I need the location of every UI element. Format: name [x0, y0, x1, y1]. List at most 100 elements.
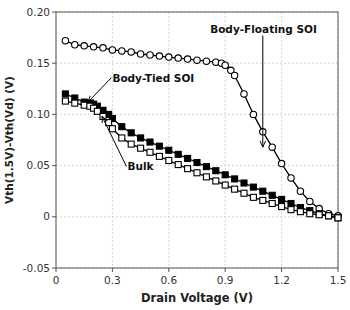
square-marker [335, 215, 341, 221]
annotation-text: Bulk [127, 160, 154, 172]
series-line [65, 94, 338, 218]
circle-marker [81, 43, 87, 49]
square-marker [232, 176, 238, 182]
x-tick-label: 0.3 [104, 274, 121, 286]
annotation-arrow [102, 116, 126, 166]
x-tick [338, 268, 339, 272]
circle-marker [175, 55, 181, 61]
annotations: Body-Floating SOI Body-Tied SOI Bulk [88, 23, 317, 173]
y-tick-label: -0.05 [23, 262, 50, 274]
y-tick [52, 12, 56, 13]
markers [62, 37, 341, 220]
circle-marker [62, 37, 68, 43]
square-marker [185, 155, 191, 161]
square-marker [185, 166, 191, 172]
square-marker [269, 192, 275, 198]
square-marker [156, 143, 162, 149]
x-grid-line [168, 12, 169, 268]
y-tick-label: 0.05 [27, 159, 50, 171]
x-tick-label: 0 [53, 274, 60, 286]
circle-marker [109, 47, 115, 53]
x-tick-label: 1.2 [273, 274, 290, 286]
square-marker [72, 100, 78, 106]
circle-marker [222, 62, 228, 68]
x-tick [112, 268, 113, 272]
annotation-text: Body-Floating SOI [210, 23, 317, 35]
square-marker [213, 178, 219, 184]
axes: 00.30.60.91.21.5-0.0500.050.100.150.20 [23, 6, 347, 287]
y-axis-label: Vth(1.5V)-Vth(Vd) (V) [3, 76, 15, 204]
square-marker [316, 212, 322, 218]
circle-marker [166, 54, 172, 60]
circle-marker [241, 91, 247, 97]
square-marker [166, 157, 172, 163]
square-marker [138, 145, 144, 151]
square-marker [260, 188, 266, 194]
square-marker [156, 153, 162, 159]
y-tick-label: 0 [43, 210, 50, 222]
circle-marker [288, 175, 294, 181]
square-marker [288, 207, 294, 213]
y-tick [52, 114, 56, 115]
circle-marker [90, 44, 96, 50]
circle-marker [156, 53, 162, 59]
series-line [65, 41, 338, 216]
square-marker [241, 180, 247, 186]
x-tick [225, 268, 226, 272]
lines [65, 41, 338, 218]
annotation-text: Body-Tied SOI [112, 72, 194, 84]
y-tick-label: 0.10 [27, 108, 50, 120]
square-marker [175, 162, 181, 168]
plot-frame [56, 12, 338, 268]
square-marker [260, 197, 266, 203]
square-marker [288, 200, 294, 206]
square-marker [250, 184, 256, 190]
circle-marker [119, 48, 125, 54]
circle-marker [231, 72, 237, 78]
y-tick [52, 165, 56, 166]
square-marker [62, 91, 68, 97]
square-marker [62, 98, 68, 104]
square-marker [213, 168, 219, 174]
circle-marker [100, 45, 106, 51]
x-tick-label: 0.9 [217, 274, 234, 286]
chart: 00.30.60.91.21.5-0.0500.050.100.150.20Dr… [0, 0, 350, 310]
square-marker [203, 174, 209, 180]
square-marker [128, 141, 134, 147]
circle-marker [278, 160, 284, 166]
circle-marker [128, 49, 134, 55]
y-grid-line [56, 216, 338, 217]
x-tick-label: 1.5 [330, 274, 347, 286]
square-marker [109, 126, 115, 132]
square-marker [241, 190, 247, 196]
square-marker [203, 164, 209, 170]
square-marker [297, 209, 303, 215]
y-tick [52, 63, 56, 64]
square-marker [119, 124, 125, 130]
plot-background [56, 12, 338, 268]
square-marker [147, 139, 153, 145]
square-marker [279, 196, 285, 202]
square-marker [250, 194, 256, 200]
square-marker [138, 135, 144, 141]
x-tick [281, 268, 282, 272]
x-tick [56, 268, 57, 272]
x-tick [168, 268, 169, 272]
circle-marker [307, 198, 313, 204]
square-marker [307, 211, 313, 217]
y-tick [52, 216, 56, 217]
annotation-arrow [88, 78, 111, 102]
square-marker [128, 130, 134, 136]
square-marker [166, 147, 172, 153]
x-tick-label: 0.6 [160, 274, 177, 286]
circle-marker [194, 57, 200, 63]
annotation-arrow [262, 36, 263, 148]
circle-marker [184, 56, 190, 62]
circle-marker [147, 52, 153, 58]
square-marker [222, 172, 228, 178]
square-marker [147, 149, 153, 155]
y-tick-label: 0.15 [27, 57, 50, 69]
circle-marker [137, 51, 143, 57]
circle-marker [72, 42, 78, 48]
circle-marker [203, 58, 209, 64]
